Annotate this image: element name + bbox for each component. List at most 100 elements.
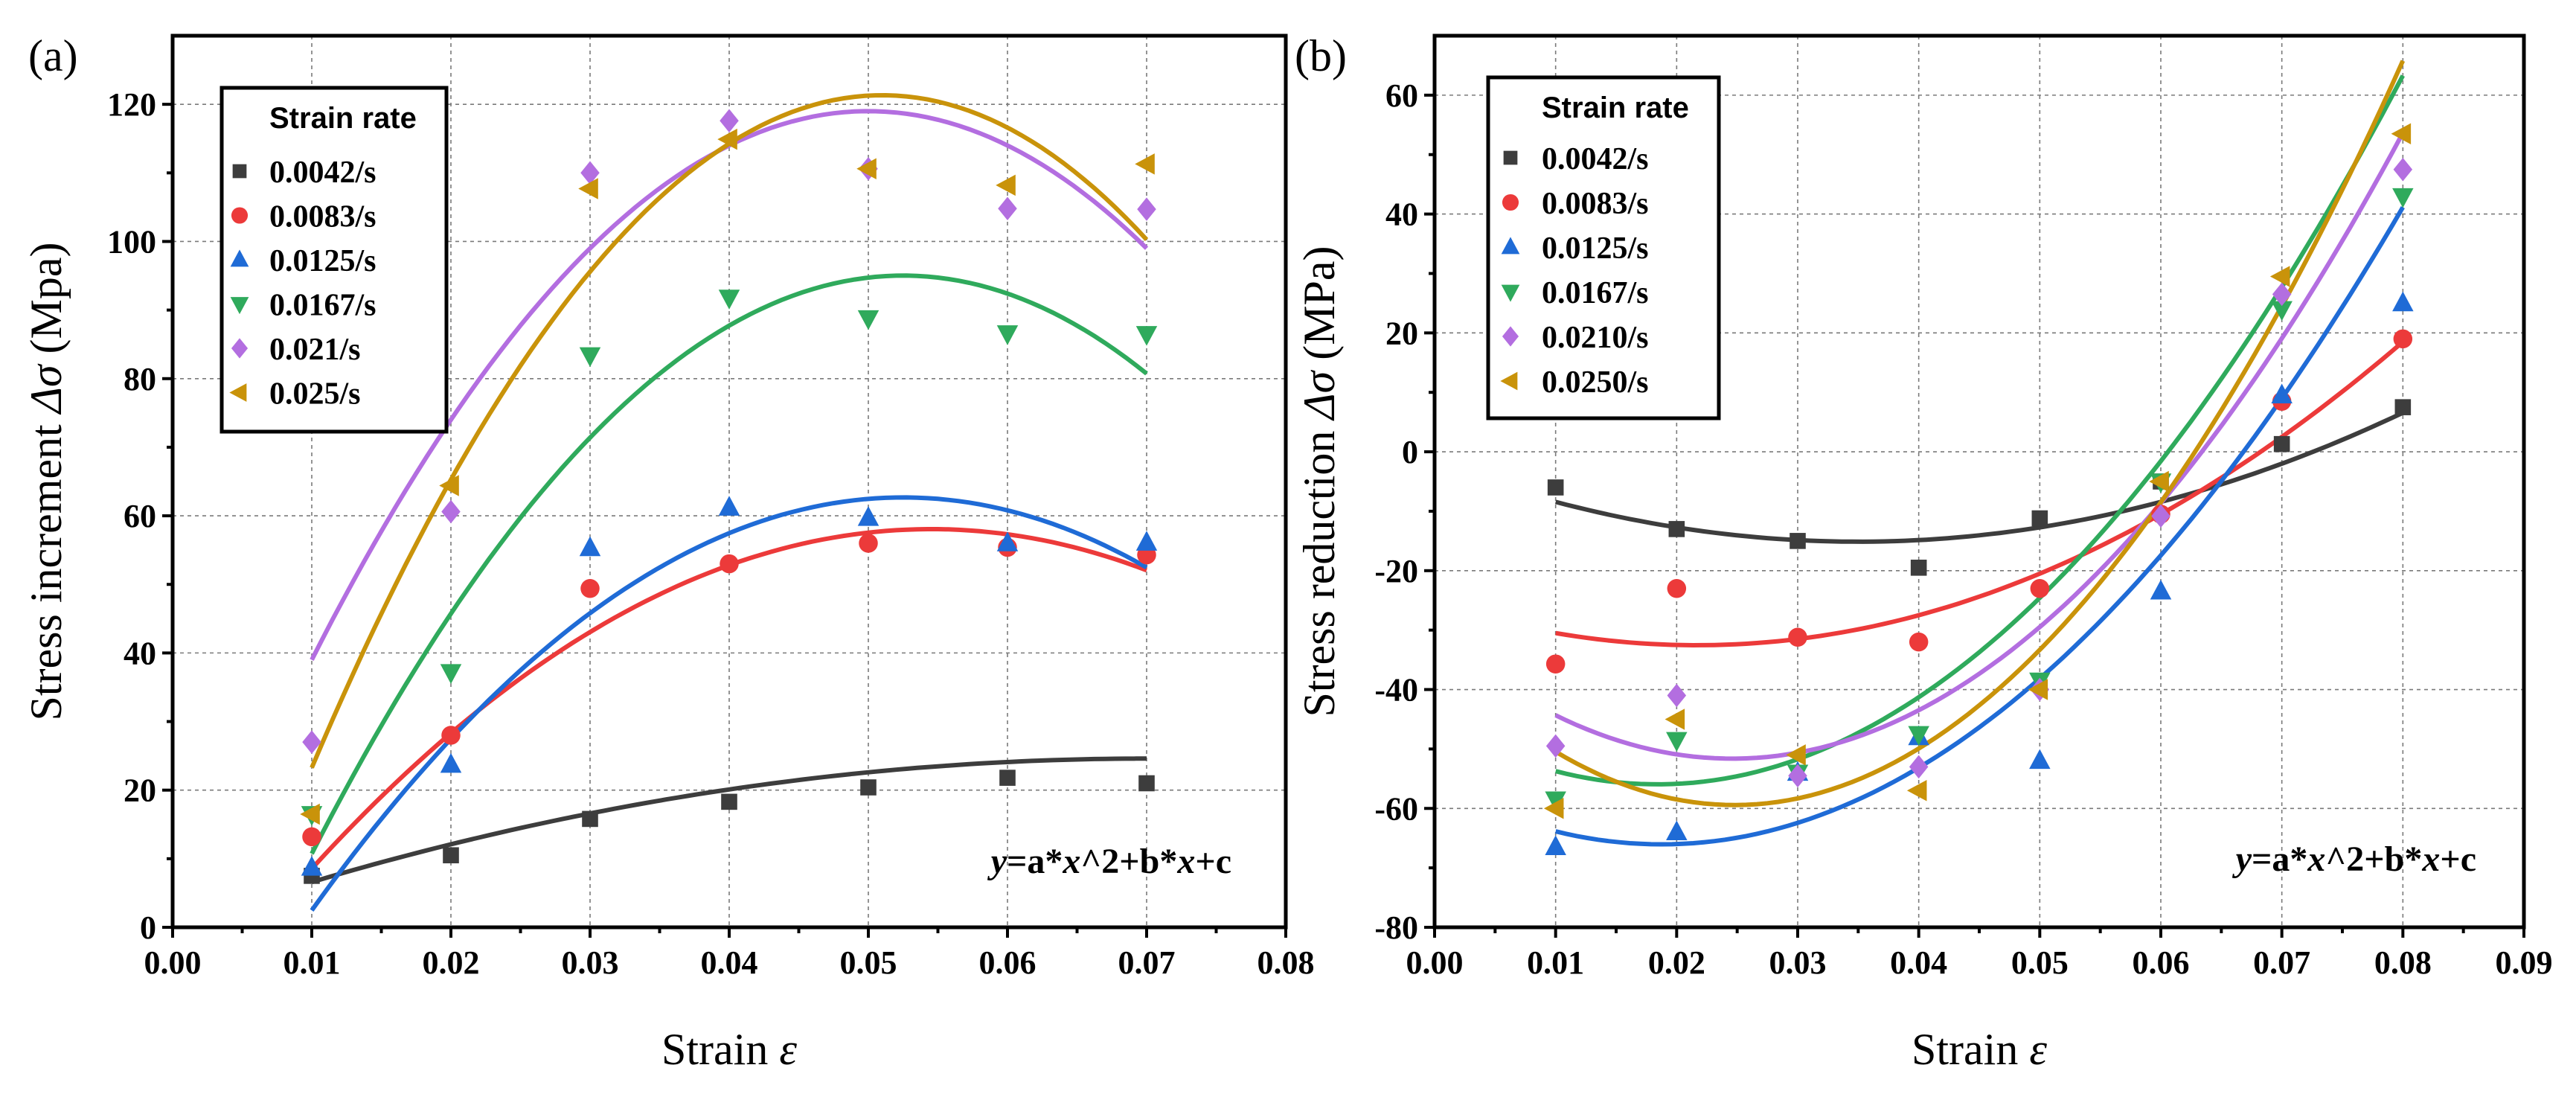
legend-label: 0.0125/s <box>269 244 377 278</box>
x-tick-label: 0.08 <box>1257 944 1315 981</box>
y-tick-label: -40 <box>1374 672 1418 708</box>
y-tick-label: 60 <box>124 498 156 534</box>
legend-label: 0.0210/s <box>1542 321 1649 355</box>
data-points-b <box>1543 123 2414 855</box>
y-tick-label: 60 <box>1385 77 1418 114</box>
data-point-triangle-up <box>301 856 323 876</box>
equation-part: ^2+b* <box>1080 842 1177 881</box>
data-point-diamond <box>1545 734 1566 758</box>
x-tick-label: 0.08 <box>2374 944 2432 981</box>
x-axis-label-text-b: Strain <box>1912 1025 2029 1074</box>
legend-label: 0.0125/s <box>1542 231 1649 266</box>
data-point-circle <box>580 579 600 598</box>
data-point-triangle-up <box>579 536 601 557</box>
legend-marker-triangle-down <box>1501 284 1520 302</box>
x-tick-label: 0.07 <box>2253 944 2310 981</box>
chart-panel-a: (a) 0.00 0.01 0.02 0.03 0.04 0.05 0.06 0.07 0.08… <box>22 31 1315 1074</box>
legend-items-b: 0.0042/s 0.0083/s 0.0125/s 0.0167/s 0.0210/s… <box>1500 142 1649 400</box>
data-point-triangle-down <box>1666 732 1688 752</box>
legend-label: 0.025/s <box>269 377 361 412</box>
data-point-diamond <box>2272 282 2292 307</box>
data-point-triangle-down <box>1545 791 1566 812</box>
x-tick-label: 0.01 <box>1527 944 1584 981</box>
x-tick-label: 0.03 <box>562 944 619 981</box>
data-point-triangle-up <box>857 506 880 526</box>
legend-marker-diamond <box>231 338 249 359</box>
data-point-square <box>1790 533 1806 549</box>
data-point-circle <box>859 534 878 553</box>
panel-label-a: (a) <box>28 31 78 80</box>
fit-curves-b <box>1554 60 2406 847</box>
x-tick-label: 0.00 <box>144 944 202 981</box>
legend-marker-triangle-left <box>1500 371 1518 391</box>
data-point-triangle-left <box>300 803 320 825</box>
data-point-triangle-left <box>2149 470 2169 493</box>
y-tick-label: -80 <box>1374 909 1418 946</box>
data-point-diamond <box>441 499 461 524</box>
x-tick-label: 0.05 <box>2011 944 2069 981</box>
equation-part: =a* <box>2252 839 2307 879</box>
data-point-circle <box>2393 329 2413 349</box>
equation-a: y=a*x^2+b*x+c <box>987 842 1231 881</box>
y-axis-label-text-b: Stress reduction <box>1295 420 1344 717</box>
data-point-triangle-up <box>1666 820 1688 841</box>
equation-part: ^2+b* <box>2325 839 2422 879</box>
x-tick-label: 0.09 <box>2496 944 2553 981</box>
data-point-diamond <box>998 196 1017 220</box>
y-axis-label-a: Stress increment Δσ (Mpa) <box>22 243 71 721</box>
chart-panel-b: (b) 0.00 0.01 0.02 0.03 0.04 0.05 0.06 0.07 0.08… <box>1295 31 2553 1074</box>
data-point-square <box>999 770 1016 786</box>
legend-label: 0.0167/s <box>269 289 377 323</box>
y-tick-label: 120 <box>107 86 156 123</box>
y-tick-label: 0 <box>140 909 156 946</box>
data-point-triangle-up <box>2392 291 2414 312</box>
data-point-circle <box>2030 579 2050 598</box>
data-point-triangle-down <box>2392 188 2414 208</box>
data-points-a <box>300 109 1158 884</box>
legend-marker-square <box>232 164 247 179</box>
data-point-diamond <box>1137 197 1156 221</box>
data-point-triangle-down <box>579 347 601 368</box>
data-point-square <box>1668 521 1685 537</box>
data-point-circle <box>1909 632 1929 652</box>
y-tick-label: -20 <box>1374 553 1418 589</box>
equation-part: +c <box>1195 842 1231 881</box>
data-point-square <box>582 810 598 828</box>
equation-part: y <box>987 842 1007 881</box>
legend-marker-circle <box>231 207 249 224</box>
legend-items-a: 0.0042/s 0.0083/s 0.0125/s 0.0167/s 0.021/s 0… <box>229 156 377 412</box>
legend-a: Strain rate 0.0042/s 0.0083/s 0.0125/s 0.01… <box>220 86 449 434</box>
legend-label: 0.0250/s <box>1542 365 1649 400</box>
data-point-square <box>1910 560 1927 576</box>
y-axis-symbol-a: Δσ <box>22 363 71 415</box>
x-tick-label: 0.02 <box>1648 944 1705 981</box>
x-tick-label: 0.07 <box>1118 944 1176 981</box>
data-point-triangle-left <box>439 475 459 496</box>
data-point-triangle-down <box>440 664 462 684</box>
x-axis-label-b: Strain ε <box>1912 1025 2047 1074</box>
data-point-triangle-left <box>2391 123 2412 145</box>
data-point-diamond <box>580 161 600 185</box>
legend-box-a <box>220 86 449 434</box>
x-axis-label-text-a: Strain <box>661 1025 779 1074</box>
data-point-diamond <box>1788 764 1807 788</box>
axis-ticks-b: 0.00 0.01 0.02 0.03 0.04 0.05 0.06 0.07 0.08 0.09… <box>1374 77 2552 981</box>
y-axis-label-text-a: Stress increment <box>22 413 71 720</box>
equation-b: y=a*x^2+b*x+c <box>2232 839 2476 879</box>
legend-label: 0.021/s <box>269 333 361 367</box>
fit-curve-triangle-down <box>1554 74 2405 787</box>
fit-curve-triangle-up <box>1555 205 2405 847</box>
fit-curve-square <box>311 756 1147 885</box>
legend-label: 0.0167/s <box>1542 276 1649 310</box>
legend-marker-circle <box>1502 193 1519 211</box>
data-point-square <box>443 847 459 864</box>
y-tick-label: 40 <box>124 635 156 671</box>
equation-part: +c <box>2440 839 2476 879</box>
legend-label: 0.0042/s <box>269 156 377 190</box>
data-point-triangle-left <box>856 158 877 180</box>
legend-marker-triangle-down <box>230 297 249 315</box>
data-point-square <box>2273 435 2290 452</box>
data-point-triangle-left <box>996 174 1016 196</box>
data-point-triangle-left <box>1543 798 1564 819</box>
data-point-triangle-up <box>996 531 1019 551</box>
